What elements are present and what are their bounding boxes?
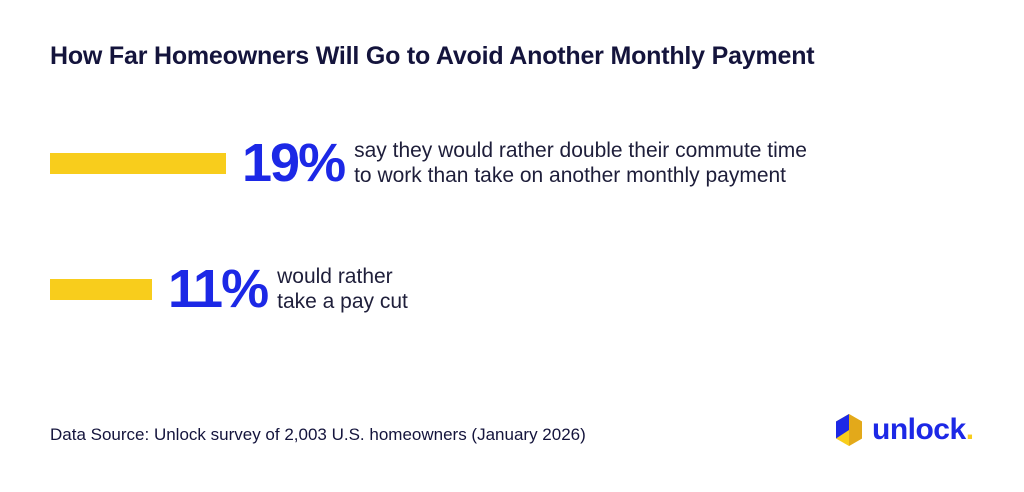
stat-row-pay-cut: 11% would rather take a pay cut [50,262,408,316]
chart-title: How Far Homeowners Will Go to Avoid Anot… [50,42,815,70]
description-line: take a pay cut [277,290,408,313]
stat-description-pay-cut: would rather take a pay cut [277,264,408,314]
description-line: to work than take on another monthly pay… [354,164,787,187]
brand-logo: unlock . [834,413,974,447]
value-label-commute: 19% [242,133,346,193]
value-label-pay-cut: 11% [168,259,269,319]
stat-row-commute: 19% say they would rather double their c… [50,136,807,190]
bar-commute [50,152,226,174]
bar-track [50,278,156,300]
description-line: say they would rather double their commu… [354,138,807,162]
hexagon-logo-icon [836,414,862,446]
bar-pay-cut [50,278,152,300]
data-source-note: Data Source: Unlock survey of 2,003 U.S.… [50,425,586,444]
brand-dot: . [965,413,975,446]
stat-description-commute: say they would rather double their commu… [354,138,807,188]
description-line: would rather [277,264,393,288]
bar-track [50,152,230,174]
brand-name: unlock [872,413,966,446]
